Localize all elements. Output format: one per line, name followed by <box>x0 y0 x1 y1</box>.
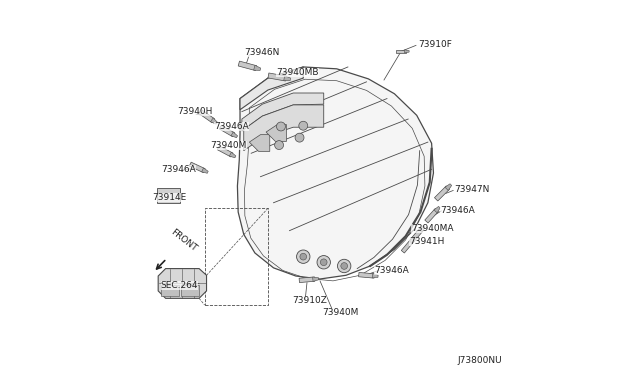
Text: 73946A: 73946A <box>440 206 474 215</box>
Bar <box>181 285 199 296</box>
Bar <box>161 285 179 296</box>
Text: 73914E: 73914E <box>152 193 186 202</box>
Circle shape <box>276 122 285 131</box>
Polygon shape <box>299 277 315 283</box>
Polygon shape <box>401 240 413 253</box>
Text: 73946A: 73946A <box>214 122 249 131</box>
Text: 73940MB: 73940MB <box>276 68 319 77</box>
Polygon shape <box>211 118 218 124</box>
Polygon shape <box>434 206 440 213</box>
Text: 73941H: 73941H <box>410 237 445 246</box>
Text: 73910Z: 73910Z <box>292 296 327 305</box>
Polygon shape <box>313 277 319 281</box>
Circle shape <box>296 250 310 263</box>
Polygon shape <box>189 162 205 173</box>
Polygon shape <box>158 269 207 298</box>
FancyBboxPatch shape <box>157 188 180 203</box>
Polygon shape <box>409 237 415 244</box>
Circle shape <box>337 259 351 273</box>
Text: FRONT: FRONT <box>168 228 198 254</box>
Circle shape <box>299 121 308 130</box>
Circle shape <box>275 141 284 150</box>
Polygon shape <box>198 109 214 123</box>
Polygon shape <box>358 272 374 278</box>
Text: J73800NU: J73800NU <box>458 356 502 365</box>
Circle shape <box>321 259 327 266</box>
Polygon shape <box>435 186 449 201</box>
Text: 73940M: 73940M <box>322 308 358 317</box>
Polygon shape <box>253 65 260 71</box>
Polygon shape <box>242 93 324 131</box>
Polygon shape <box>404 50 409 53</box>
Polygon shape <box>202 168 208 173</box>
Polygon shape <box>237 67 433 279</box>
Text: 73940MA: 73940MA <box>411 224 454 233</box>
Polygon shape <box>396 50 406 53</box>
Circle shape <box>300 253 307 260</box>
Text: 73910F: 73910F <box>418 40 452 49</box>
Polygon shape <box>284 76 291 81</box>
Polygon shape <box>425 209 438 223</box>
Text: 73940M: 73940M <box>211 141 246 150</box>
Circle shape <box>295 133 304 142</box>
Circle shape <box>317 256 330 269</box>
Circle shape <box>341 263 348 269</box>
Polygon shape <box>244 105 324 151</box>
Polygon shape <box>268 73 287 81</box>
Polygon shape <box>218 146 233 157</box>
Polygon shape <box>266 125 287 141</box>
Polygon shape <box>410 228 424 243</box>
Polygon shape <box>250 135 270 151</box>
Text: 73947N: 73947N <box>454 185 490 194</box>
Polygon shape <box>229 152 236 158</box>
Text: 73946N: 73946N <box>244 48 279 57</box>
Polygon shape <box>220 125 235 137</box>
Polygon shape <box>238 61 257 71</box>
Text: 73940H: 73940H <box>177 107 212 116</box>
Polygon shape <box>419 225 425 232</box>
Text: 73946A: 73946A <box>374 266 409 275</box>
Polygon shape <box>240 67 303 110</box>
Text: 73946A: 73946A <box>161 165 196 174</box>
Text: SEC.264: SEC.264 <box>161 281 198 290</box>
Polygon shape <box>372 274 378 278</box>
Polygon shape <box>445 184 452 190</box>
Polygon shape <box>231 132 237 138</box>
